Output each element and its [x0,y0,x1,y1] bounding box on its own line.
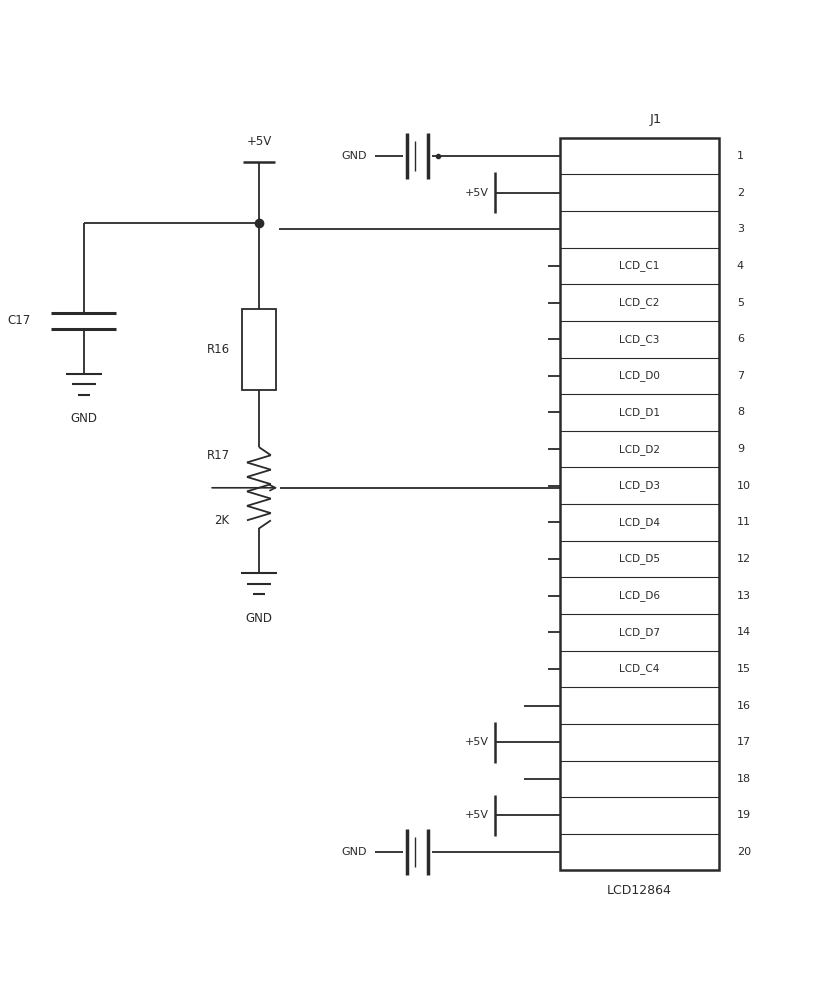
Text: +5V: +5V [246,135,272,148]
Text: 5: 5 [737,298,744,308]
Text: 13: 13 [737,591,751,601]
Text: 19: 19 [737,810,751,820]
Text: +5V: +5V [465,810,488,820]
Text: 18: 18 [737,774,751,784]
Bar [560,138,719,870]
Text: R17: R17 [206,449,230,462]
Text: 9: 9 [737,444,744,454]
Text: LCD_D6: LCD_D6 [619,590,660,601]
Text: GND: GND [245,612,272,625]
Text: LCD_C2: LCD_C2 [619,297,660,308]
Text: LCD_D5: LCD_D5 [619,554,660,564]
Text: LCD_D4: LCD_D4 [619,517,660,528]
Text: LCD_C4: LCD_C4 [619,663,660,674]
Text: 3: 3 [737,224,744,234]
Text: 1: 1 [737,151,744,161]
Text: 4: 4 [737,261,744,271]
Text: GND: GND [341,151,366,161]
Text: LCD_C1: LCD_C1 [619,260,660,271]
Text: C17: C17 [7,314,31,327]
Text: 17: 17 [737,737,751,747]
Text: 12: 12 [737,554,751,564]
Bar [242,309,276,390]
Text: 20: 20 [737,847,751,857]
Text: LCD_D7: LCD_D7 [619,627,660,638]
Text: 8: 8 [737,407,744,417]
Text: LCD_D1: LCD_D1 [619,407,660,418]
Text: 2K: 2K [214,514,230,527]
Text: 16: 16 [737,701,751,711]
Text: 14: 14 [737,627,751,637]
Text: LCD_D0: LCD_D0 [619,370,660,381]
Text: 10: 10 [737,481,751,491]
Text: LCD_D3: LCD_D3 [619,480,660,491]
Text: 7: 7 [737,371,744,381]
Text: LCD_D2: LCD_D2 [619,444,660,455]
Text: R16: R16 [206,343,230,356]
Text: 11: 11 [737,517,751,527]
Text: J1: J1 [649,113,662,126]
Text: 6: 6 [737,334,744,344]
Text: +5V: +5V [465,737,488,747]
Text: LCD12864: LCD12864 [607,884,672,897]
Text: 15: 15 [737,664,751,674]
Text: GND: GND [70,412,97,425]
Text: GND: GND [341,847,366,857]
Text: LCD_C3: LCD_C3 [619,334,660,345]
Text: +5V: +5V [465,188,488,198]
Text: 2: 2 [737,188,744,198]
